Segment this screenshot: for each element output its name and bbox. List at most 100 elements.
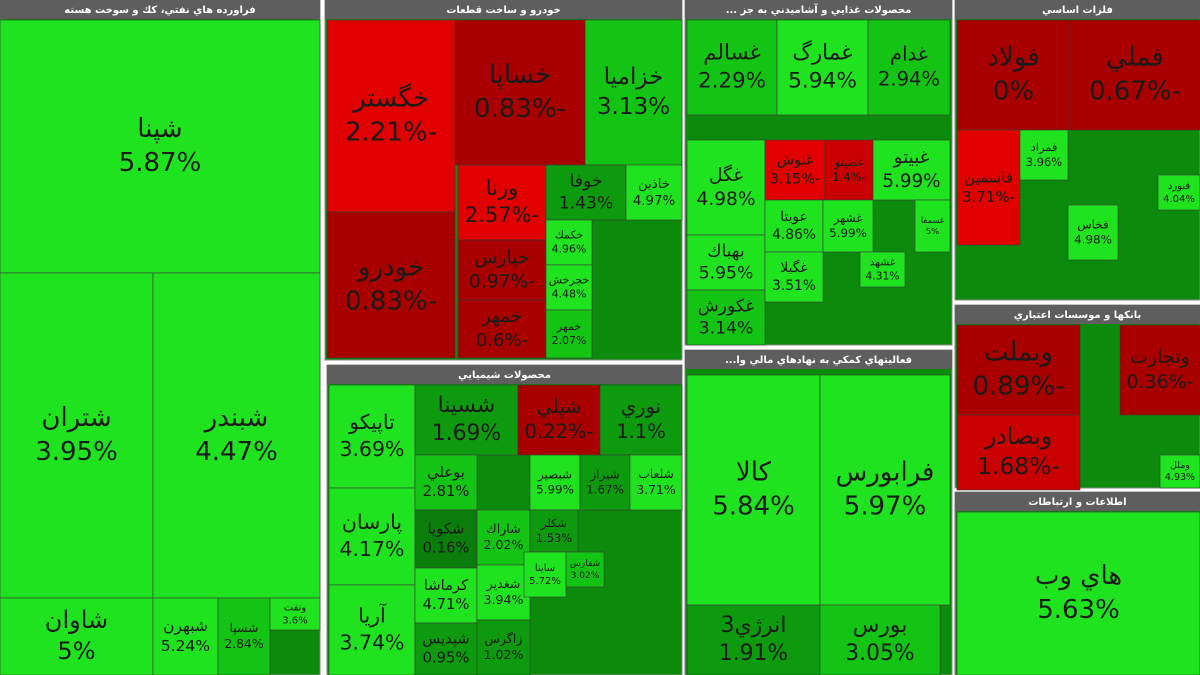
stock-symbol: كرماشا bbox=[424, 577, 469, 594]
stock-cell bbox=[625, 164, 683, 221]
stock-symbol: بهباك bbox=[707, 241, 744, 261]
stock-change: 5.63% bbox=[1037, 595, 1120, 625]
stock-cell bbox=[824, 139, 874, 201]
stock-change: 2.29% bbox=[698, 68, 766, 93]
stock-cell bbox=[859, 251, 906, 288]
stock-change: 2.81% bbox=[423, 483, 470, 500]
stock-change: 4.97% bbox=[633, 194, 675, 209]
stock-cell bbox=[764, 251, 824, 303]
stock-cell bbox=[545, 264, 593, 311]
stock-change: 1.91% bbox=[719, 641, 788, 666]
stock-change: -2.21% bbox=[345, 117, 437, 147]
sector: فراورده هاي نفتي، كك و سوخت هسته شپنا 5.87… bbox=[0, 0, 321, 675]
stock-symbol: شبهرن bbox=[163, 617, 208, 636]
stock-symbol: شپديس bbox=[422, 630, 469, 647]
stock-change: 3.51% bbox=[772, 278, 816, 294]
stock-symbol: غدام bbox=[890, 42, 928, 65]
stock-cell bbox=[686, 289, 766, 346]
stock-cell bbox=[872, 139, 951, 201]
stock-symbol: خاذين bbox=[638, 177, 670, 192]
stock-change: 0.95% bbox=[423, 650, 470, 667]
stock-change: 2.94% bbox=[878, 68, 940, 91]
stock-symbol: شيراز bbox=[589, 467, 619, 482]
stock-change: -1.68% bbox=[977, 452, 1060, 480]
stock-change: 2.02% bbox=[483, 537, 523, 552]
sector-header bbox=[685, 350, 952, 369]
stock-change: 4.96% bbox=[552, 243, 587, 256]
stock-cell bbox=[686, 139, 766, 236]
stock-symbol: غمارگ bbox=[792, 39, 852, 65]
stock-change: 1.1% bbox=[616, 420, 666, 443]
stock-change: 1.67% bbox=[586, 483, 624, 497]
stock-symbol: شاراك bbox=[486, 521, 520, 537]
stock-cell bbox=[819, 604, 941, 675]
stock-change: 0.16% bbox=[423, 540, 470, 557]
stock-symbol: عويتا bbox=[780, 209, 808, 225]
stock-cell bbox=[822, 199, 874, 253]
stock-symbol: غسالم bbox=[703, 41, 761, 66]
stock-cell bbox=[457, 239, 547, 301]
stock-symbol: بوعلي bbox=[427, 464, 465, 481]
sector-title: فراورده هاي نفتي، كك و سوخت هسته bbox=[64, 5, 255, 16]
stock-cell bbox=[686, 604, 821, 675]
stock-cell bbox=[1019, 129, 1069, 181]
sector-header bbox=[325, 0, 682, 19]
stock-change: -0.36% bbox=[1126, 371, 1193, 393]
stock-change: 2.07% bbox=[552, 334, 587, 347]
stock-cell bbox=[0, 272, 154, 599]
stock-change: -0.83% bbox=[345, 286, 437, 316]
stock-cell bbox=[565, 551, 605, 588]
stock-cell bbox=[1159, 454, 1200, 489]
stock-symbol: خكمك bbox=[555, 228, 583, 241]
stock-symbol: شپلي bbox=[537, 395, 582, 418]
sector-title: فلزات اساسي bbox=[1042, 5, 1113, 16]
sector: محصولات شيميايي تاپيكو 3.69% پارسان 4.17% آري… bbox=[326, 364, 683, 675]
sector: محصولات غذايي و آشاميدني به جز ...غسالم2… bbox=[684, 0, 953, 346]
stock-symbol: شبندر bbox=[203, 403, 269, 433]
stock-symbol: خساپا bbox=[489, 60, 551, 90]
stock-cell bbox=[476, 509, 531, 566]
stock-symbol: شتران bbox=[41, 403, 111, 433]
stock-change: 0% bbox=[993, 76, 1034, 106]
sector-header bbox=[955, 305, 1200, 324]
stock-change: 5.99% bbox=[829, 226, 867, 240]
stock-symbol: پارسان bbox=[342, 510, 402, 534]
stock-cell bbox=[414, 509, 478, 569]
sector: خودرو و ساخت قطعات خزاميا 3.13% خساپا -0.83%… bbox=[324, 0, 683, 361]
stock-cell bbox=[217, 597, 271, 675]
stock-symbol: وملل bbox=[1170, 460, 1190, 471]
stock-change: 4.31% bbox=[865, 269, 899, 282]
stock-cell bbox=[476, 619, 531, 675]
stock-change: 3.14% bbox=[699, 319, 754, 339]
stock-cell bbox=[414, 384, 519, 456]
stock-cell bbox=[1119, 324, 1200, 416]
stock-symbol: شكلر bbox=[540, 516, 567, 531]
stock-change: 4.48% bbox=[552, 288, 587, 301]
stock-cell bbox=[956, 129, 1021, 246]
stock-change: 3.69% bbox=[339, 437, 404, 461]
stock-symbol: خزاميا bbox=[604, 64, 664, 90]
stock-symbol: غگيلا bbox=[780, 259, 807, 276]
stock-cell bbox=[776, 19, 869, 116]
stock-symbol: شكويا bbox=[428, 520, 465, 537]
stock-change: 5.99% bbox=[536, 483, 574, 497]
stock-change: 3.95% bbox=[35, 437, 118, 467]
stock-cell bbox=[629, 454, 683, 511]
stock-symbol: وتجارت bbox=[1130, 346, 1190, 368]
stock-change: 5.84% bbox=[712, 491, 795, 521]
stock-symbol: آريا bbox=[358, 603, 387, 628]
stock-cell bbox=[523, 551, 567, 598]
stock-symbol: بورس bbox=[853, 613, 908, 638]
stock-symbol: فخاس bbox=[1077, 217, 1109, 232]
stock-cell bbox=[517, 384, 601, 456]
stock-symbol: فرابورس bbox=[836, 458, 935, 488]
stock-symbol: انرژي3 bbox=[721, 613, 787, 638]
stock-symbol: وبصادر bbox=[984, 422, 1052, 450]
stock-symbol: كالا bbox=[736, 458, 772, 488]
stock-change: -3.15% bbox=[770, 171, 820, 187]
stock-symbol: غشهر bbox=[833, 211, 863, 226]
stock-change: 1.43% bbox=[559, 194, 614, 214]
stock-symbol: شپنا bbox=[137, 114, 182, 144]
sector-title: فعاليتهاي كمكي به نهادهاي مالي وا... bbox=[725, 355, 912, 366]
stock-change: 5.94% bbox=[788, 69, 857, 94]
